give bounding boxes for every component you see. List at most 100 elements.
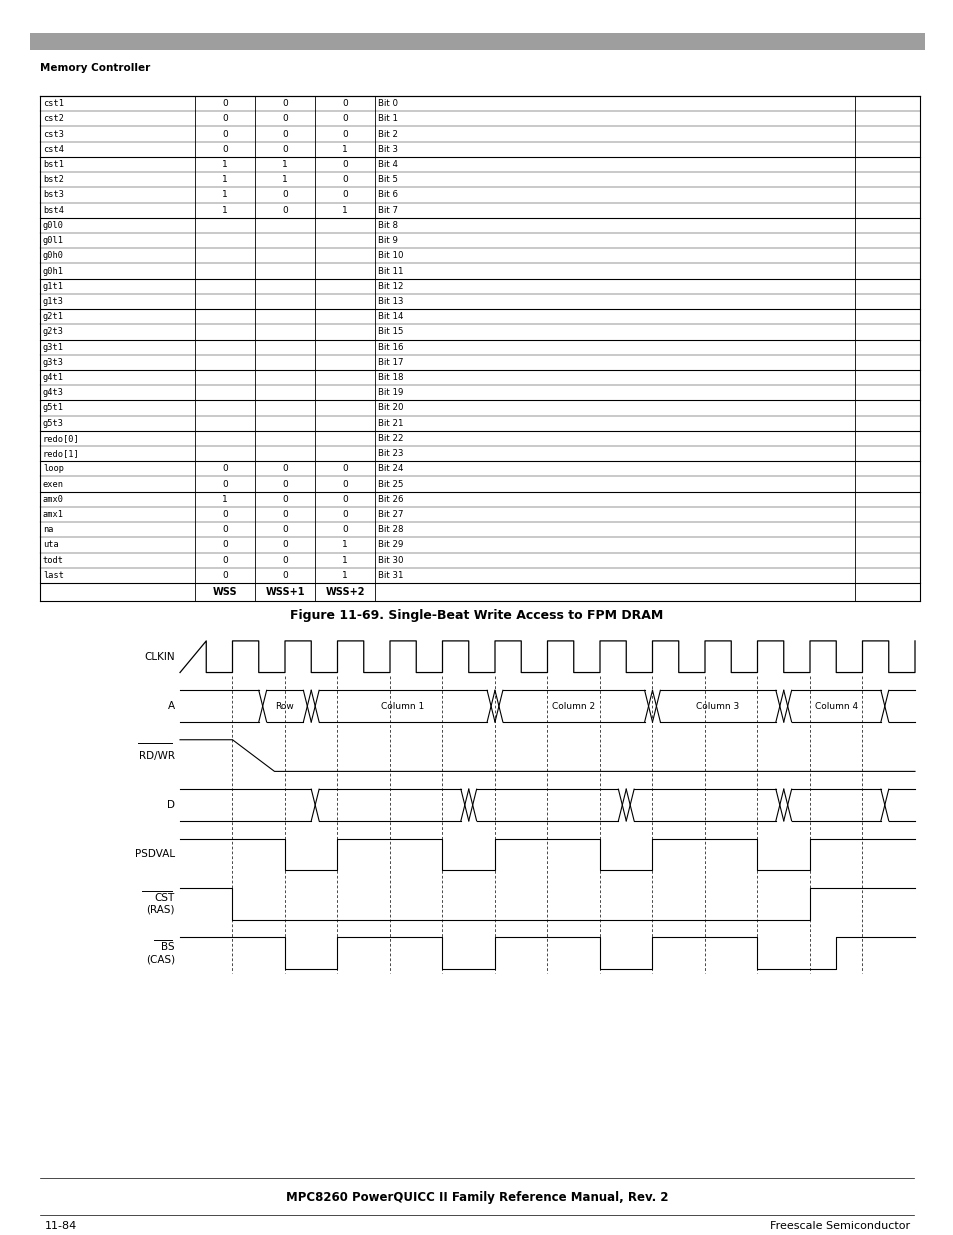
- Text: last: last: [43, 571, 64, 580]
- Text: 0: 0: [282, 190, 288, 199]
- Text: 0: 0: [342, 510, 348, 519]
- Text: g4t1: g4t1: [43, 373, 64, 382]
- Text: exen: exen: [43, 479, 64, 489]
- Text: 11-84: 11-84: [45, 1221, 77, 1231]
- Text: 1: 1: [222, 495, 228, 504]
- Text: Bit 3: Bit 3: [377, 144, 397, 154]
- Text: g1t3: g1t3: [43, 296, 64, 306]
- Text: D: D: [167, 800, 174, 810]
- Text: 0: 0: [282, 556, 288, 564]
- Text: Bit 5: Bit 5: [377, 175, 397, 184]
- Text: 0: 0: [342, 130, 348, 138]
- Text: Memory Controller: Memory Controller: [40, 63, 150, 73]
- Text: 0: 0: [282, 495, 288, 504]
- Text: 0: 0: [222, 541, 228, 550]
- Text: Bit 11: Bit 11: [377, 267, 403, 275]
- Text: amx1: amx1: [43, 510, 64, 519]
- Bar: [30, 33, 924, 49]
- Text: 0: 0: [282, 464, 288, 473]
- Text: 1: 1: [222, 206, 228, 215]
- Text: 0: 0: [222, 556, 228, 564]
- Text: Bit 9: Bit 9: [377, 236, 397, 245]
- Text: Bit 10: Bit 10: [377, 251, 403, 261]
- Text: 0: 0: [222, 525, 228, 535]
- Text: Bit 17: Bit 17: [377, 358, 403, 367]
- Text: Bit 31: Bit 31: [377, 571, 403, 580]
- Text: 1: 1: [342, 556, 348, 564]
- Text: 0: 0: [222, 99, 228, 109]
- Text: Bit 23: Bit 23: [377, 450, 403, 458]
- Text: BS: BS: [161, 942, 174, 952]
- Text: Bit 16: Bit 16: [377, 342, 403, 352]
- Text: 1: 1: [342, 144, 348, 154]
- Text: Bit 14: Bit 14: [377, 312, 403, 321]
- Text: 0: 0: [222, 479, 228, 489]
- Text: uta: uta: [43, 541, 59, 550]
- Text: g0h1: g0h1: [43, 267, 64, 275]
- Text: cst2: cst2: [43, 115, 64, 124]
- Text: 1: 1: [282, 161, 288, 169]
- Text: g4t3: g4t3: [43, 388, 64, 398]
- Text: Bit 13: Bit 13: [377, 296, 403, 306]
- Text: na: na: [43, 525, 53, 535]
- Text: CLKIN: CLKIN: [144, 652, 174, 662]
- Text: A: A: [168, 701, 174, 711]
- Text: Bit 21: Bit 21: [377, 419, 403, 427]
- Text: g2t1: g2t1: [43, 312, 64, 321]
- Text: 0: 0: [282, 571, 288, 580]
- Text: 0: 0: [282, 525, 288, 535]
- Text: bst1: bst1: [43, 161, 64, 169]
- Text: 0: 0: [342, 161, 348, 169]
- Text: Bit 7: Bit 7: [377, 206, 397, 215]
- Text: 1: 1: [222, 161, 228, 169]
- Text: Bit 28: Bit 28: [377, 525, 403, 535]
- Text: Column 4: Column 4: [814, 701, 857, 710]
- Text: bst2: bst2: [43, 175, 64, 184]
- Text: Bit 6: Bit 6: [377, 190, 397, 199]
- Text: 0: 0: [342, 525, 348, 535]
- Text: g5t3: g5t3: [43, 419, 64, 427]
- Text: Row: Row: [275, 701, 294, 710]
- Text: 0: 0: [282, 479, 288, 489]
- Text: Bit 22: Bit 22: [377, 433, 403, 443]
- Text: Bit 26: Bit 26: [377, 495, 403, 504]
- Text: cst3: cst3: [43, 130, 64, 138]
- Text: redo[0]: redo[0]: [43, 433, 80, 443]
- Text: WSS+1: WSS+1: [265, 587, 304, 597]
- Text: bst4: bst4: [43, 206, 64, 215]
- Text: MPC8260 PowerQUICC II Family Reference Manual, Rev. 2: MPC8260 PowerQUICC II Family Reference M…: [286, 1191, 667, 1203]
- Text: 0: 0: [282, 130, 288, 138]
- Text: Bit 0: Bit 0: [377, 99, 397, 109]
- Text: WSS: WSS: [213, 587, 237, 597]
- Text: 0: 0: [222, 115, 228, 124]
- Text: Column 2: Column 2: [552, 701, 595, 710]
- Text: Bit 4: Bit 4: [377, 161, 397, 169]
- Text: redo[1]: redo[1]: [43, 450, 80, 458]
- Text: 0: 0: [342, 479, 348, 489]
- Text: RD/WR: RD/WR: [139, 751, 174, 761]
- Text: Bit 29: Bit 29: [377, 541, 403, 550]
- Text: bst3: bst3: [43, 190, 64, 199]
- Text: Freescale Semiconductor: Freescale Semiconductor: [769, 1221, 909, 1231]
- Text: g3t1: g3t1: [43, 342, 64, 352]
- Text: 0: 0: [342, 464, 348, 473]
- Text: 0: 0: [222, 510, 228, 519]
- Text: Column 1: Column 1: [381, 701, 424, 710]
- Text: (CAS): (CAS): [146, 955, 174, 965]
- Text: WSS+2: WSS+2: [325, 587, 364, 597]
- Text: cst4: cst4: [43, 144, 64, 154]
- Text: 1: 1: [342, 571, 348, 580]
- Text: CST: CST: [154, 893, 174, 903]
- Text: Bit 8: Bit 8: [377, 221, 397, 230]
- Text: Bit 20: Bit 20: [377, 404, 403, 412]
- Text: g2t3: g2t3: [43, 327, 64, 336]
- Text: amx0: amx0: [43, 495, 64, 504]
- Text: 0: 0: [282, 510, 288, 519]
- Text: Bit 2: Bit 2: [377, 130, 397, 138]
- Text: 0: 0: [282, 541, 288, 550]
- Text: Bit 18: Bit 18: [377, 373, 403, 382]
- Text: g0l1: g0l1: [43, 236, 64, 245]
- Text: 0: 0: [342, 99, 348, 109]
- Text: 0: 0: [222, 144, 228, 154]
- Text: Bit 19: Bit 19: [377, 388, 403, 398]
